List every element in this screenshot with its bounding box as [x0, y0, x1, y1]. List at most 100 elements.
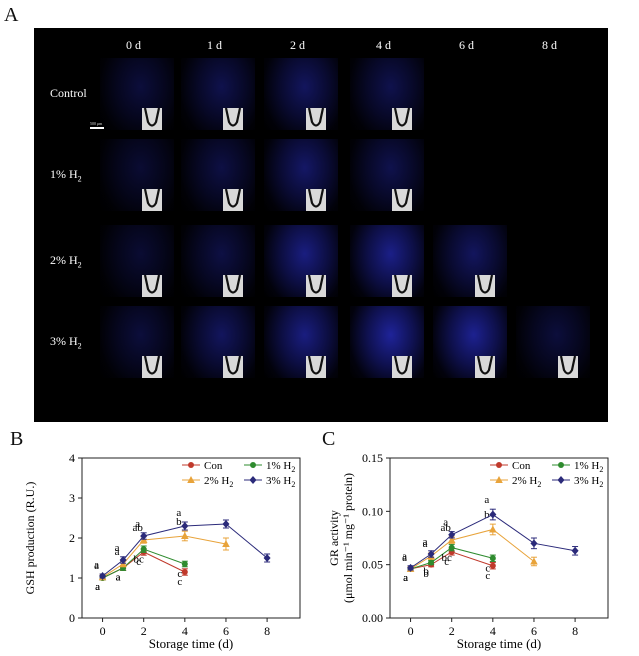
fluorescence-image — [264, 225, 338, 297]
significance-letter: a — [403, 572, 408, 584]
fluorescence-image — [433, 306, 507, 378]
x-tick-label: 8 — [264, 624, 270, 638]
brightfield-inset — [392, 275, 412, 297]
panel-label-a: A — [4, 4, 19, 26]
significance-letter: a — [116, 571, 121, 583]
data-point — [428, 559, 435, 566]
data-point — [489, 562, 496, 569]
data-point — [99, 572, 107, 580]
y-axis-label: GSH production (R.U.) — [23, 482, 37, 595]
brightfield-inset — [223, 108, 243, 130]
legend-label-text: 2% H — [512, 475, 537, 487]
fluorescence-image — [264, 139, 338, 211]
significance-letter: a — [176, 507, 181, 519]
legend: Con 1% H22% H2 3% H2 — [490, 460, 603, 489]
significance-letter: a — [116, 571, 121, 583]
significance-letter: a — [484, 494, 489, 506]
data-point — [119, 556, 127, 564]
brightfield-inset — [223, 356, 243, 378]
row-label: 2% H2 — [50, 253, 82, 269]
data-point — [140, 532, 148, 540]
fluorescence-image — [433, 225, 507, 297]
brightfield-inset — [306, 108, 326, 130]
data-point — [222, 540, 230, 547]
series-line — [102, 523, 268, 577]
data-point — [181, 561, 188, 567]
data-point — [181, 522, 189, 530]
data-point — [427, 550, 435, 558]
x-tick-label: 4 — [182, 624, 188, 638]
brightfield-inset — [223, 189, 243, 211]
y-tick-label: 2 — [69, 531, 75, 545]
significance-letter: a — [402, 551, 407, 563]
significance-letter: a — [95, 581, 100, 593]
significance-letter: c — [485, 562, 490, 574]
legend-label: 2% H2 — [204, 475, 233, 489]
legend-label-subscript: 2 — [229, 480, 233, 489]
series-line — [102, 548, 185, 579]
brightfield-inset — [475, 356, 495, 378]
significance-letter: a — [423, 538, 428, 550]
significance-letter: a — [135, 518, 140, 530]
legend-label-subscript: 2 — [537, 480, 541, 489]
significance-letter: c — [177, 568, 182, 580]
column-header: 8 d — [542, 38, 557, 52]
fluorescence-image — [100, 58, 174, 130]
significance-letter: c — [136, 556, 141, 568]
gr-activity-chart: 0.00 0.05 0.10 0.15 0 2 4 6 8 Storage time (d) GR … — [327, 451, 609, 651]
significance-letter: a — [94, 559, 99, 571]
column-header: 6 d — [459, 38, 474, 52]
fluorescence-image — [181, 225, 255, 297]
legend-label-subscript: 2 — [599, 465, 603, 474]
legend-label-text: 1% H — [574, 460, 599, 472]
fluorescence-image — [100, 306, 174, 378]
significance-letter: a — [115, 542, 120, 554]
legend-label-subscript: 2 — [291, 480, 295, 489]
brightfield-inset — [392, 108, 412, 130]
x-tick-label: 6 — [223, 624, 229, 638]
fluorescence-image — [516, 306, 590, 378]
fluorescence-image — [350, 225, 424, 297]
y-axis-label: GR activity — [327, 510, 341, 566]
brightfield-inset — [306, 275, 326, 297]
panel-label-c: C — [322, 428, 336, 450]
row-label-text: 3% H — [50, 334, 78, 348]
brightfield-inset — [475, 275, 495, 297]
y-tick-label: 4 — [69, 451, 75, 465]
legend-label-subscript: 2 — [291, 465, 295, 474]
x-tick-label: 4 — [490, 624, 496, 638]
x-axis-label: Storage time (d) — [457, 636, 541, 651]
y-tick-label: 3 — [69, 491, 75, 505]
data-point — [495, 476, 503, 483]
significance-letter: c — [177, 576, 182, 588]
data-point — [558, 462, 564, 468]
data-point — [181, 569, 188, 575]
legend-label-text: Con — [204, 460, 223, 472]
brightfield-inset — [142, 189, 162, 211]
fluorescence-image — [181, 139, 255, 211]
data-point — [181, 532, 189, 539]
significance-letter: b — [176, 516, 182, 528]
legend-label-text: 2% H — [204, 475, 229, 487]
data-point — [222, 520, 230, 528]
column-header: 4 d — [376, 38, 391, 52]
x-tick-label: 0 — [100, 624, 106, 638]
brightfield-inset — [558, 356, 578, 378]
row-label: 1% H2 — [50, 167, 82, 183]
legend-label-text: 3% H — [266, 475, 291, 487]
fluorescence-image — [350, 139, 424, 211]
gsh-production-chart: 0 1 2 3 4 0 2 4 6 8 Storage time (d) GSH production… — [23, 451, 301, 651]
fluorescence-image — [350, 58, 424, 130]
brightfield-inset — [223, 275, 243, 297]
brightfield-inset — [142, 108, 162, 130]
fluorescence-image — [100, 225, 174, 297]
significance-letter: a — [423, 536, 428, 548]
legend: Con 1% H22% H2 3% H2 — [182, 460, 295, 489]
data-point — [448, 530, 456, 539]
data-point — [496, 462, 502, 468]
row-label-subscript: 2 — [77, 341, 82, 351]
significance-letter: ab — [441, 522, 452, 534]
y-tick-label: 0.00 — [362, 611, 383, 625]
fluorescence-image — [350, 306, 424, 378]
